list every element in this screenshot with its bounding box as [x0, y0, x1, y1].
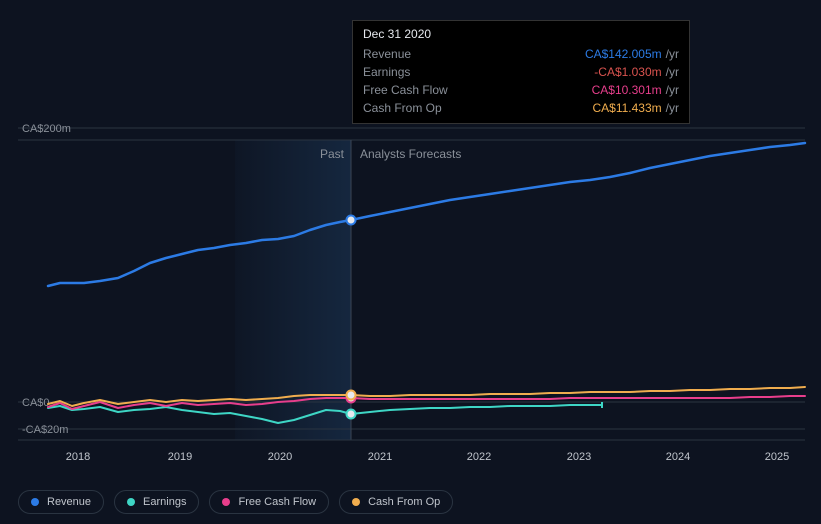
chart-legend: Revenue Earnings Free Cash Flow Cash From O…: [18, 490, 453, 514]
tooltip-row-unit: /yr: [666, 83, 679, 97]
tooltip-row-unit: /yr: [666, 47, 679, 61]
tooltip-row-label: Earnings: [363, 65, 410, 79]
tooltip-row-unit: /yr: [666, 65, 679, 79]
legend-dot-icon: [31, 498, 39, 506]
y-axis-label: CA$200m: [22, 123, 71, 135]
legend-item-label: Cash From Op: [368, 496, 440, 508]
legend-item-label: Free Cash Flow: [238, 496, 316, 508]
tooltip-row-label: Free Cash Flow: [363, 83, 448, 97]
tooltip-row: Free Cash Flow CA$10.301m/yr: [363, 81, 679, 99]
x-axis-label: 2023: [567, 451, 591, 463]
legend-item-label: Revenue: [47, 496, 91, 508]
tooltip-row-value: CA$10.301m: [592, 83, 662, 97]
tooltip-row-label: Cash From Op: [363, 101, 442, 115]
legend-dot-icon: [222, 498, 230, 506]
legend-dot-icon: [127, 498, 135, 506]
x-axis-label: 2019: [168, 451, 192, 463]
financials-chart: CA$200m CA$0 -CA$20m Past Analysts Forecasts…: [0, 0, 821, 524]
legend-item-fcf[interactable]: Free Cash Flow: [209, 490, 329, 514]
x-axis-label: 2024: [666, 451, 690, 463]
x-axis-label: 2018: [66, 451, 90, 463]
section-label: Past: [320, 147, 345, 161]
series-cfo[interactable]: [48, 387, 805, 406]
tooltip-row-value: CA$142.005m: [585, 47, 662, 61]
tooltip-row-value: -CA$1.030m: [594, 65, 661, 79]
tooltip-date: Dec 31 2020: [363, 27, 679, 41]
x-axis-label: 2022: [467, 451, 491, 463]
series-revenue[interactable]: [48, 143, 805, 286]
y-axis-label: CA$0: [22, 397, 50, 409]
legend-item-revenue[interactable]: Revenue: [18, 490, 104, 514]
tooltip-row-value: CA$11.433m: [593, 101, 662, 115]
tooltip-row: Cash From Op CA$11.433m/yr: [363, 99, 679, 117]
section-label: Analysts Forecasts: [360, 147, 461, 161]
legend-item-label: Earnings: [143, 496, 186, 508]
x-axis-label: 2020: [268, 451, 292, 463]
legend-item-cfo[interactable]: Cash From Op: [339, 490, 453, 514]
legend-item-earnings[interactable]: Earnings: [114, 490, 199, 514]
legend-dot-icon: [352, 498, 360, 506]
tooltip-row-label: Revenue: [363, 47, 411, 61]
x-axis-label: 2025: [765, 451, 789, 463]
tooltip-row: Revenue CA$142.005m/yr: [363, 45, 679, 63]
chart-tooltip: Dec 31 2020 RevenueCA$142.005m/yrEarning…: [352, 20, 690, 124]
tooltip-row: Earnings -CA$1.030m/yr: [363, 63, 679, 81]
tooltip-row-unit: /yr: [666, 101, 679, 115]
x-axis-label: 2021: [368, 451, 392, 463]
y-axis-label: -CA$20m: [22, 424, 68, 436]
